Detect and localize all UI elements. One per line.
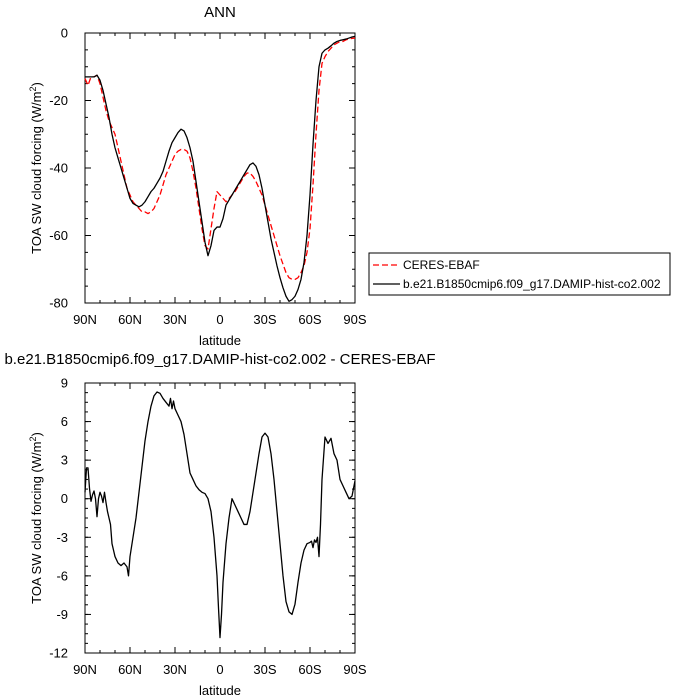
bottom-x-tick-label: 90S [343, 662, 366, 677]
bottom-plot-frame [84, 382, 356, 654]
top-y-axis-title-close: ) [29, 82, 44, 86]
bottom-chart-title: b.e21.B1850cmip6.f09_g17.DAMIP-hist-co2.… [4, 351, 435, 368]
bottom-x-tick-label: 0 [216, 662, 223, 677]
top-series-line-0 [84, 37, 356, 281]
legend-box [368, 252, 671, 296]
top-y-tick-label: -80 [49, 296, 68, 311]
top-y-ticks: 0 -20 -40 -60 -80 [49, 26, 355, 311]
bottom-y-tick-label: -3 [56, 530, 68, 545]
top-y-tick-label: -60 [49, 228, 68, 243]
legend-label-model: b.e21.B1850cmip6.f09_g17.DAMIP-hist-co2.… [403, 277, 661, 291]
bottom-x-axis-title: latitude [199, 683, 241, 698]
top-series-line-1 [85, 35, 356, 302]
bottom-y-tick-label: 3 [61, 453, 68, 468]
bottom-x-ticks: 90N 60N 30N 0 30S 60S 90S [73, 383, 367, 677]
top-x-tick-label: 90N [73, 312, 97, 327]
bottom-y-tick-label: -9 [56, 607, 68, 622]
bottom-series-line-0 [84, 391, 356, 639]
top-series [84, 35, 356, 302]
bottom-y-tick-label: 6 [61, 414, 68, 429]
bottom-y-axis-title-main: TOA SW cloud forcing (W/m [29, 442, 44, 604]
bottom-y-axis-title-close: ) [29, 432, 44, 436]
bottom-y-tick-label: -6 [56, 568, 68, 583]
bottom-y-axis-title: TOA SW cloud forcing (W/m2) [28, 432, 44, 604]
legend: CERES-EBAF b.e21.B1850cmip6.f09_g17.DAMI… [368, 252, 671, 296]
top-x-tick-label: 60N [118, 312, 142, 327]
top-x-ticks: 90N 60N 30N 0 30S 60S 90S [73, 33, 367, 327]
legend-label-ceres: CERES-EBAF [403, 258, 480, 272]
top-x-tick-label: 0 [216, 312, 223, 327]
top-x-tick-label: 90S [343, 312, 366, 327]
bottom-panel: b.e21.B1850cmip6.f09_g17.DAMIP-hist-co2.… [4, 351, 435, 698]
bottom-x-tick-label: 30S [253, 662, 276, 677]
bottom-y-tick-label: 0 [61, 491, 68, 506]
top-y-axis-title-sup: 2 [28, 87, 38, 92]
top-x-tick-label: 30S [253, 312, 276, 327]
top-y-axis-title-main: TOA SW cloud forcing (W/m [29, 92, 44, 254]
bottom-x-tick-label: 90N [73, 662, 97, 677]
top-x-tick-label: 30N [163, 312, 187, 327]
top-x-tick-label: 60S [298, 312, 321, 327]
bottom-y-axis-title-sup: 2 [28, 437, 38, 442]
top-y-tick-label: 0 [61, 26, 68, 41]
bottom-y-tick-label: -12 [49, 646, 68, 661]
bottom-x-tick-label: 60N [118, 662, 142, 677]
bottom-x-tick-label: 60S [298, 662, 321, 677]
bottom-y-tick-label: 9 [61, 376, 68, 391]
top-y-tick-label: -20 [49, 93, 68, 108]
top-x-axis-title: latitude [199, 333, 241, 348]
top-y-tick-label: -40 [49, 161, 68, 176]
bottom-x-tick-label: 30N [163, 662, 187, 677]
top-chart-title: ANN [204, 4, 236, 21]
bottom-y-ticks: 9 6 3 0 -3 -6 -9 -12 [49, 376, 355, 661]
top-y-axis-title: TOA SW cloud forcing (W/m2) [28, 82, 44, 254]
top-plot-frame [84, 32, 356, 304]
bottom-series [84, 391, 356, 639]
top-panel: ANN 90N 60N 30N 0 30S 60S 90S 0 -20 -40 -60 -80 la… [28, 4, 367, 348]
